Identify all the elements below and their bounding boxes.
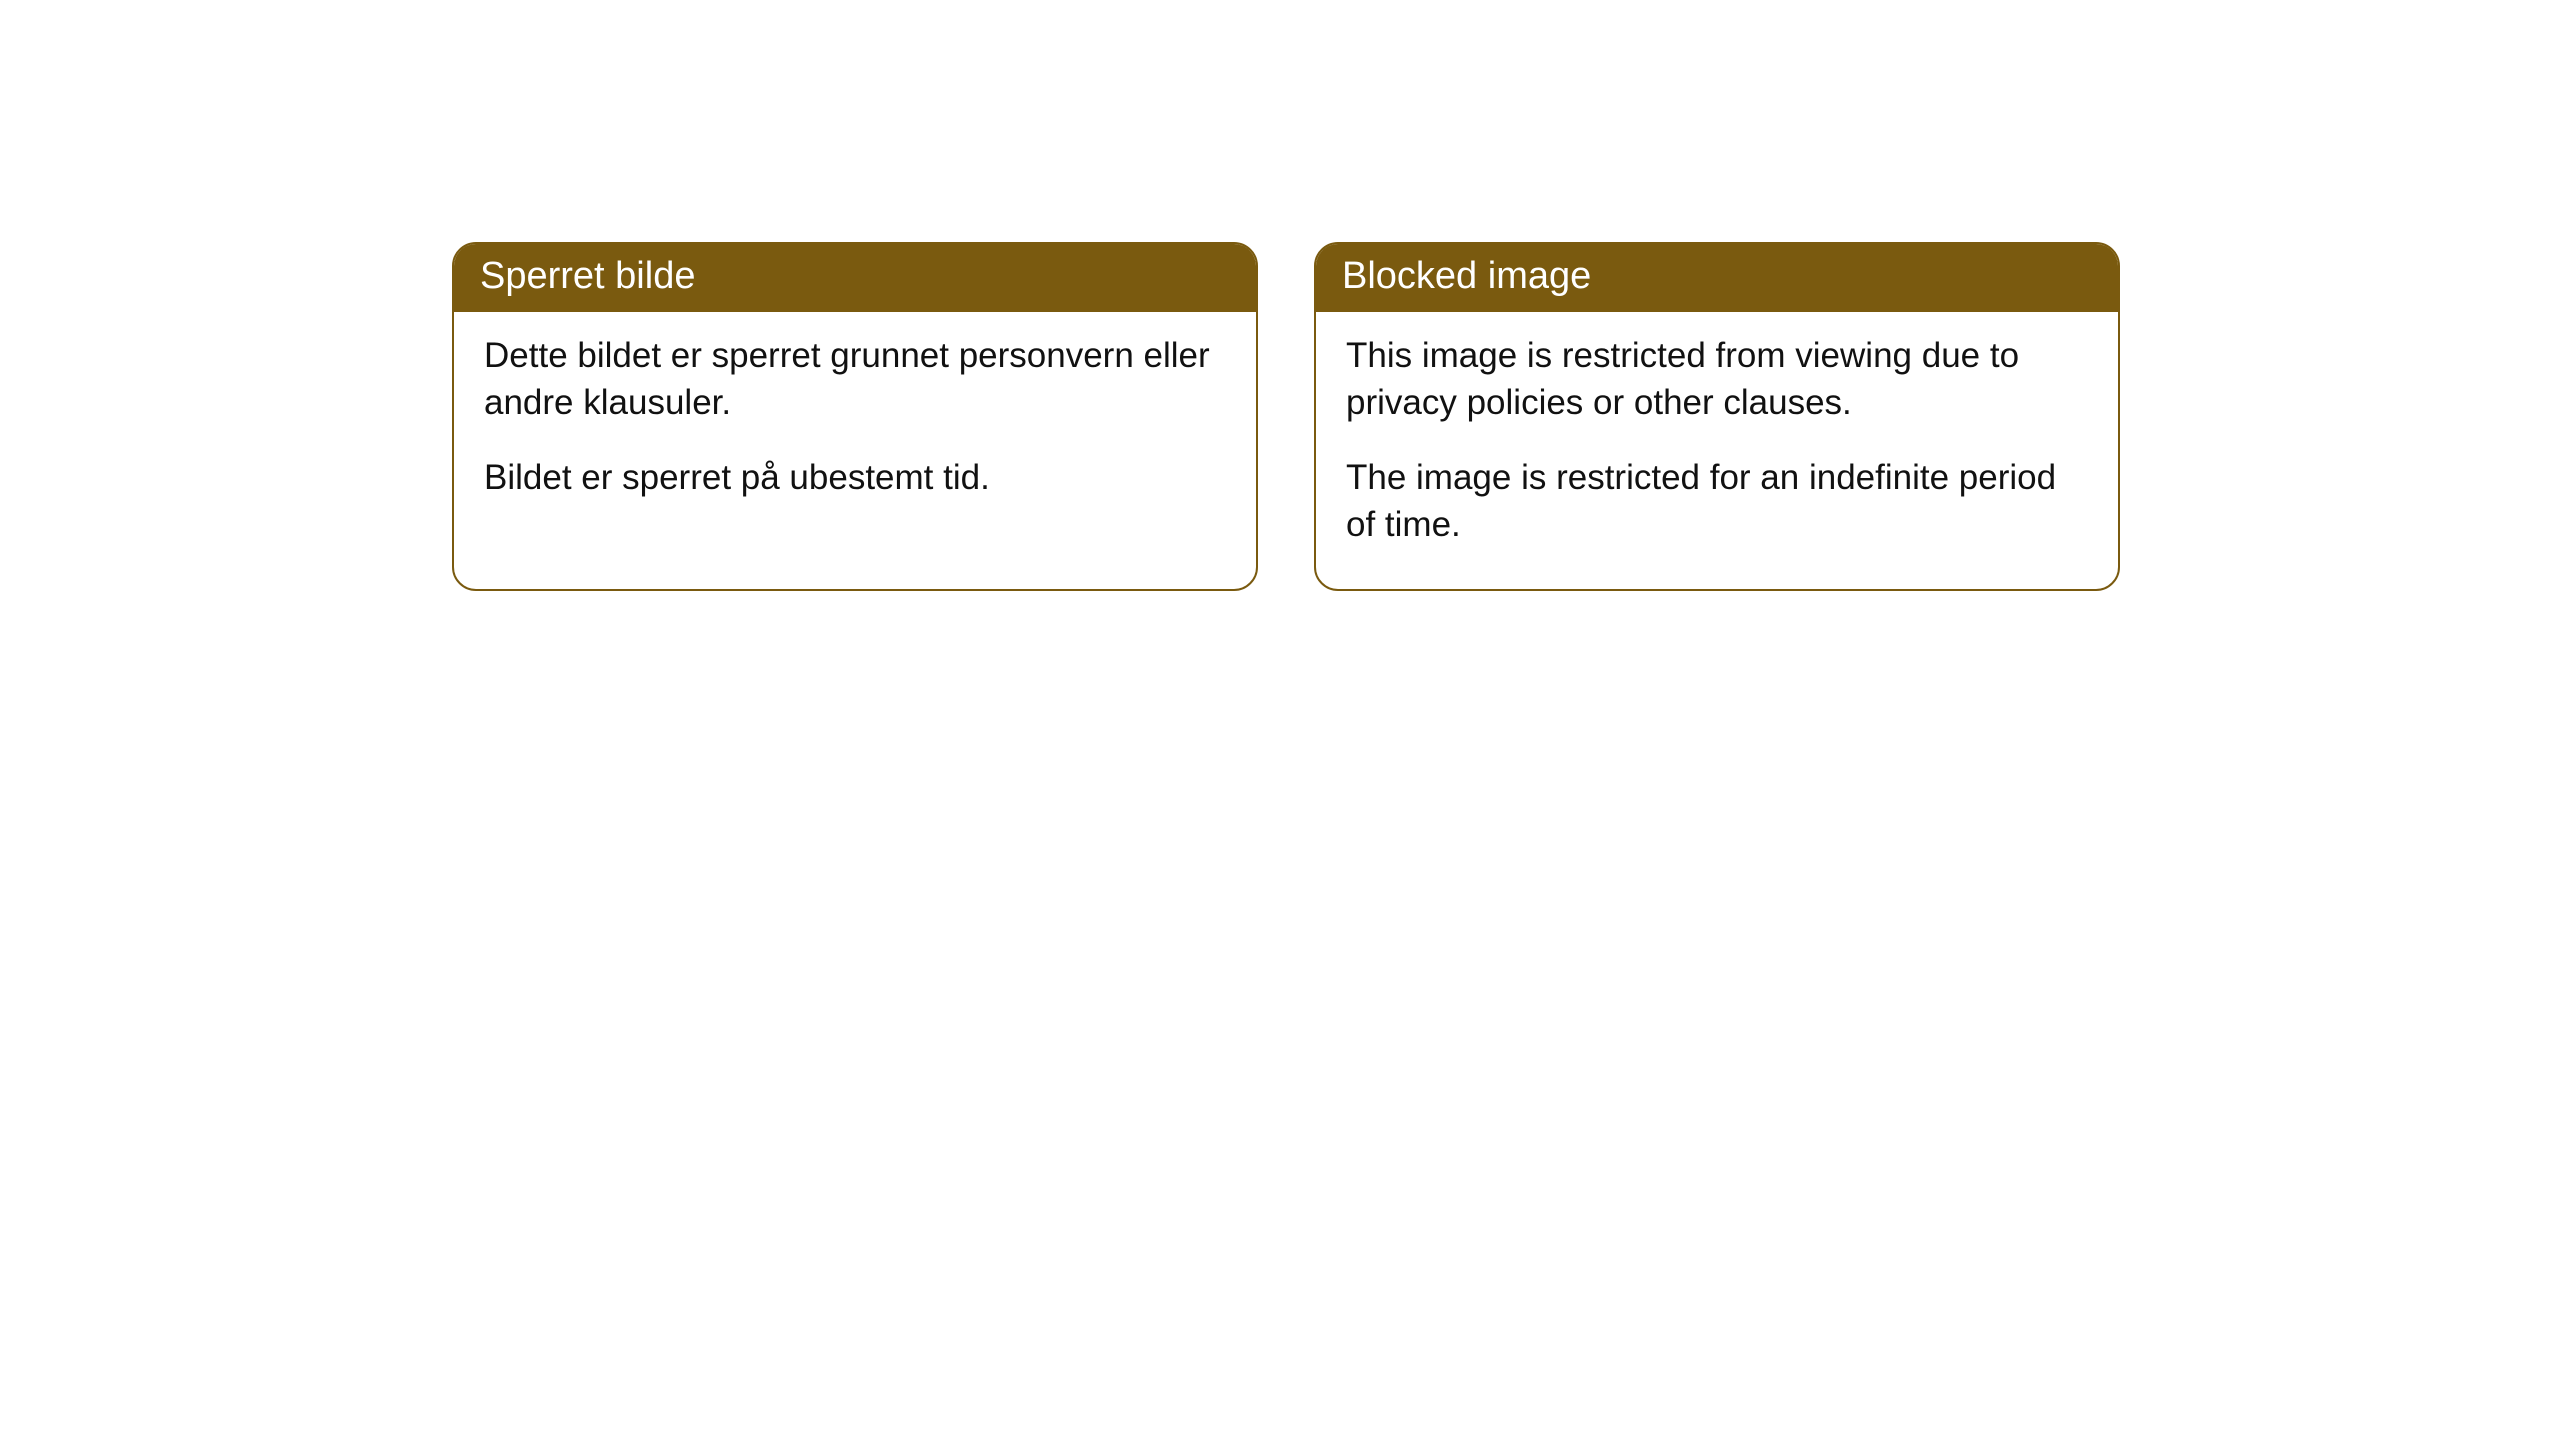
card-title-en: Blocked image (1316, 244, 2118, 312)
card-paragraph-en-1: This image is restricted from viewing du… (1346, 332, 2088, 427)
card-body-en: This image is restricted from viewing du… (1316, 312, 2118, 589)
card-body-nb: Dette bildet er sperret grunnet personve… (454, 312, 1256, 542)
card-paragraph-nb-2: Bildet er sperret på ubestemt tid. (484, 454, 1226, 501)
card-paragraph-en-2: The image is restricted for an indefinit… (1346, 454, 2088, 549)
notice-cards-container: Sperret bilde Dette bildet er sperret gr… (0, 0, 2560, 591)
blocked-image-card-en: Blocked image This image is restricted f… (1314, 242, 2120, 591)
card-title-nb: Sperret bilde (454, 244, 1256, 312)
blocked-image-card-nb: Sperret bilde Dette bildet er sperret gr… (452, 242, 1258, 591)
card-paragraph-nb-1: Dette bildet er sperret grunnet personve… (484, 332, 1226, 427)
